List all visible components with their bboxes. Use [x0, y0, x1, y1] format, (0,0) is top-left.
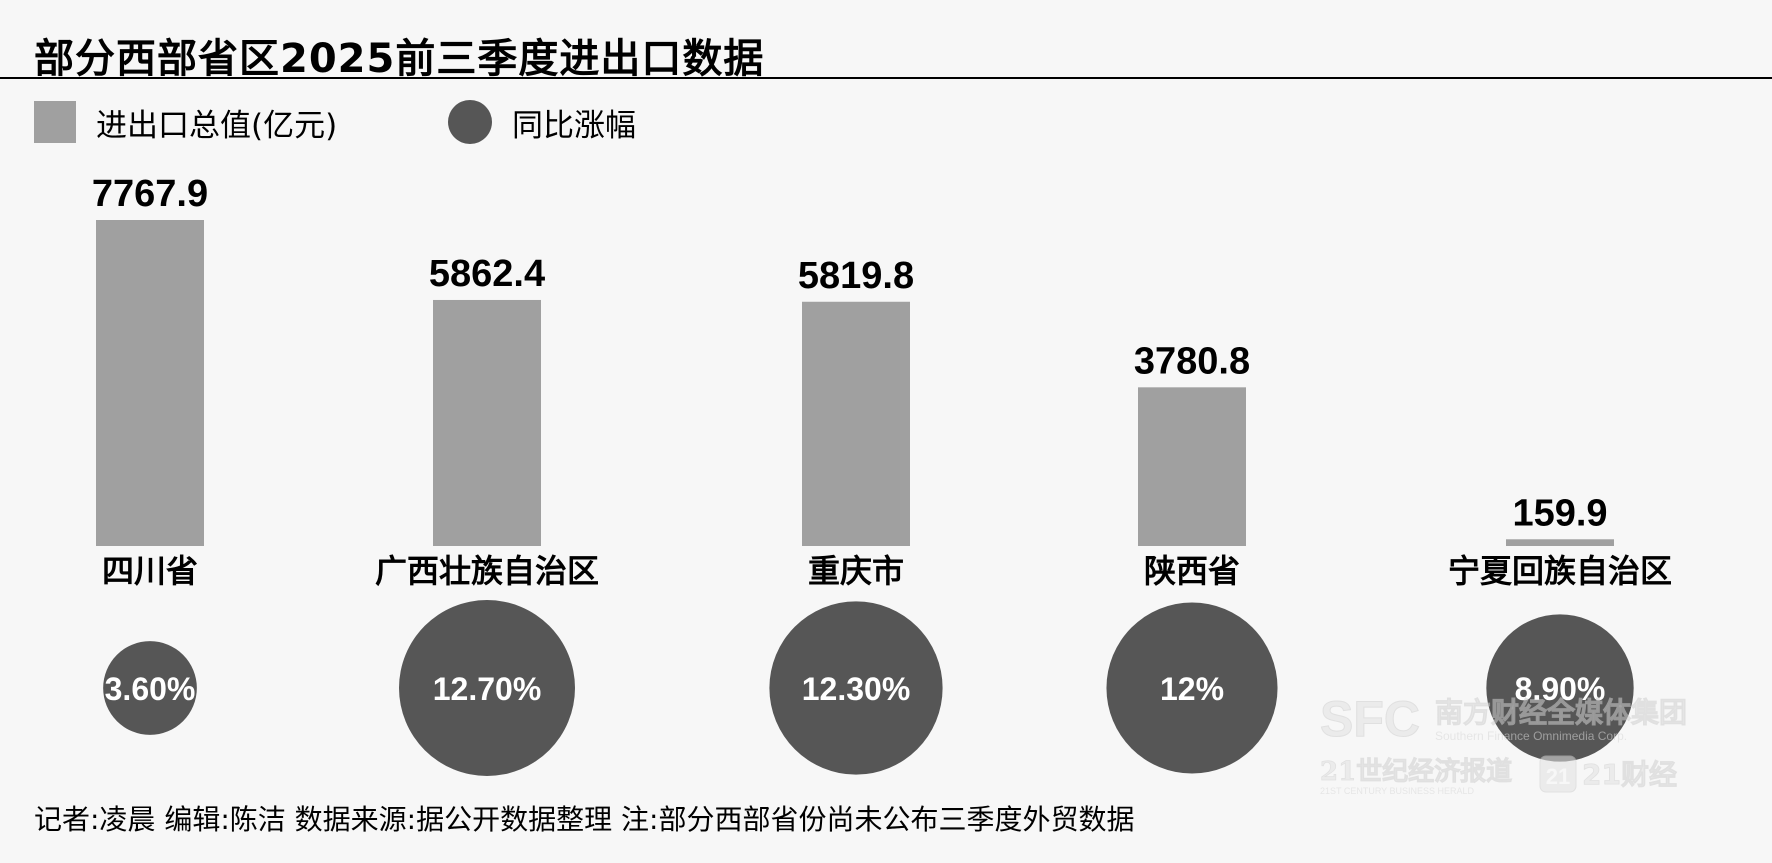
growth-value-label: 12.70%	[433, 671, 542, 707]
bar	[1138, 387, 1246, 546]
bar	[96, 220, 204, 546]
watermark-sub-right: 21财经	[1582, 758, 1677, 791]
legend-bar-label: 进出口总值(亿元)	[96, 107, 338, 144]
category-label: 陕西省	[1144, 552, 1240, 590]
watermark-sub-left-en: 21ST CENTURY BUSINESS HERALD	[1320, 786, 1475, 796]
legend-dot-label: 同比涨幅	[512, 107, 636, 144]
watermark-brand: SFC	[1320, 691, 1420, 747]
bar	[1506, 539, 1614, 546]
growth-dot	[1106, 602, 1278, 774]
legend-dot-item: 同比涨幅	[448, 100, 636, 144]
growth-dot	[769, 601, 943, 775]
growth-value-label: 3.60%	[105, 671, 196, 707]
watermark-sub-left: 21世纪经济报道	[1320, 756, 1512, 787]
footer-note: 记者:凌晨 编辑:陈洁 数据来源:据公开数据整理 注:部分西部省份尚未公布三季度…	[34, 803, 1135, 836]
growth-value-label: 8.90%	[1515, 671, 1606, 707]
bar	[433, 299, 541, 546]
watermark-badge	[1539, 755, 1577, 793]
bar-value-label: 5862.4	[429, 253, 545, 295]
growth-value-label: 12.30%	[802, 671, 911, 707]
bar	[802, 301, 910, 546]
bar-value-label: 7767.9	[92, 173, 208, 215]
legend-bar-swatch	[34, 101, 76, 143]
bar-value-label: 3780.8	[1134, 340, 1250, 382]
category-label: 四川省	[102, 552, 198, 590]
category-label: 重庆市	[808, 552, 904, 590]
watermark-badge-text: 21	[1546, 764, 1570, 789]
growth-dot	[1486, 614, 1634, 762]
watermark-brand-en: Southern Finance Omnimedia Corp.	[1435, 729, 1627, 743]
category-label: 宁夏回族自治区	[1448, 552, 1672, 590]
title-divider	[0, 77, 1772, 79]
bar-value-label: 159.9	[1512, 492, 1607, 534]
chart-title: 部分西部省区2025前三季度进出口数据	[34, 36, 765, 82]
watermark-brand-cn: 南方财经全媒体集团	[1435, 696, 1687, 729]
category-label: 广西壮族自治区	[375, 552, 599, 590]
bar-value-label: 5819.8	[798, 255, 914, 297]
legend-bar-item: 进出口总值(亿元)	[34, 100, 337, 144]
growth-value-label: 12%	[1160, 671, 1224, 707]
legend-dot-swatch	[448, 100, 492, 144]
growth-dot	[103, 641, 197, 735]
growth-dot	[399, 600, 575, 776]
watermark-logo: SFC 南方财经全媒体集团 Southern Finance Omnimedia…	[1320, 691, 1687, 797]
